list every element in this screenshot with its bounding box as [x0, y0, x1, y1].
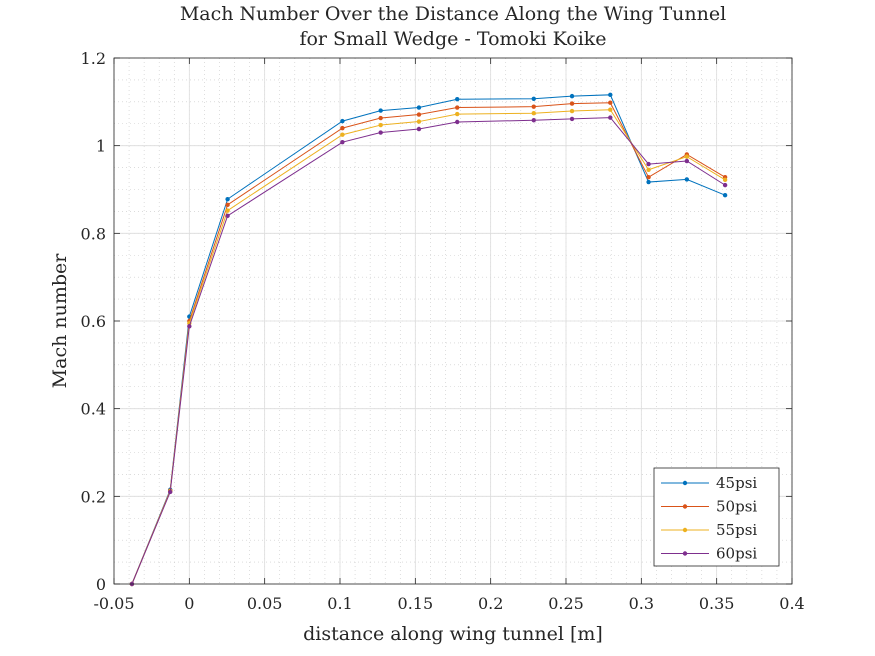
x-tick-label: -0.05 — [93, 594, 134, 613]
series-line — [131, 109, 726, 585]
legend-box — [653, 467, 780, 567]
x-tick-label: 0.05 — [247, 594, 283, 613]
data-point — [416, 126, 422, 132]
y-tick-label: 0.8 — [81, 224, 106, 243]
series-60psi — [129, 115, 728, 587]
legend-item-45psi: 45psi — [661, 474, 757, 492]
chart-title-line-2: for Small Wedge - Tomoki Koike — [299, 28, 606, 50]
data-point — [455, 97, 460, 102]
data-point — [340, 139, 345, 145]
data-point — [455, 119, 460, 125]
x-tick-label: 0.1 — [327, 594, 352, 613]
data-point — [722, 177, 728, 183]
legend-item-55psi: 55psi — [661, 521, 757, 539]
data-point — [646, 179, 651, 185]
data-point — [684, 177, 690, 182]
data-point — [225, 202, 230, 208]
y-tick-label: 1.2 — [81, 49, 106, 68]
data-point — [416, 105, 422, 110]
data-point — [225, 208, 230, 213]
data-point — [684, 154, 690, 159]
data-point — [569, 116, 575, 122]
data-point — [531, 111, 536, 116]
legend-label: 60psi — [716, 545, 757, 563]
y-tick-label: 0.6 — [81, 312, 106, 331]
data-point — [187, 324, 192, 329]
legend-marker — [682, 527, 688, 533]
data-point — [569, 93, 575, 99]
data-point — [646, 167, 651, 172]
legend-label: 50psi — [716, 498, 757, 516]
data-point — [167, 489, 173, 495]
legend-marker — [682, 551, 688, 556]
legend-label: 45psi — [716, 474, 757, 492]
axis-ticks — [113, 57, 793, 585]
data-point — [416, 112, 422, 117]
y-tick-label: 0.4 — [81, 400, 106, 419]
data-point — [569, 101, 575, 106]
x-tick-labels: -0.05 0 0.05 0.1 0.15 0.2 0.25 0.3 0.35 0.4 — [93, 594, 804, 613]
y-axis-label: Mach number — [49, 253, 71, 389]
x-tick-label: 0.15 — [398, 594, 434, 613]
series-line — [131, 94, 726, 585]
x-tick-label: 0.25 — [548, 594, 584, 613]
data-point — [608, 92, 613, 98]
data-point — [340, 125, 345, 131]
series-layer — [129, 92, 728, 587]
data-point — [455, 105, 460, 110]
data-point — [225, 196, 230, 202]
x-axis-label: distance along wing tunnel [m] — [303, 623, 603, 645]
data-point — [455, 111, 460, 117]
data-point — [225, 213, 230, 218]
data-point — [684, 158, 690, 164]
chart-title-line-1: Mach Number Over the Distance Along the … — [180, 3, 726, 25]
x-tick-label: 0 — [184, 594, 194, 613]
data-point — [608, 107, 613, 112]
legend-item-50psi: 50psi — [661, 498, 757, 516]
data-point — [378, 115, 383, 121]
series-50psi — [129, 100, 728, 587]
y-tick-label: 0.2 — [81, 487, 106, 506]
x-tick-label: 0.35 — [699, 594, 735, 613]
data-point — [378, 108, 383, 113]
data-point — [340, 132, 345, 137]
legend: 45psi 50psi 55psi 60psi — [653, 467, 780, 567]
legend-marker — [682, 504, 688, 509]
data-point — [722, 192, 728, 198]
series-55psi — [129, 107, 728, 587]
data-point — [608, 115, 613, 120]
legend-item-60psi: 60psi — [661, 545, 757, 563]
x-tick-label: 0.4 — [779, 594, 804, 613]
data-point — [378, 122, 383, 128]
data-point — [608, 100, 613, 105]
y-tick-labels: 0 0.2 0.4 0.6 0.8 1 1.2 — [81, 49, 106, 594]
data-point — [722, 182, 728, 188]
data-point — [646, 161, 651, 167]
data-point — [378, 130, 383, 135]
y-tick-label: 0 — [96, 575, 106, 594]
data-point — [531, 104, 536, 109]
data-point — [569, 108, 575, 114]
legend-marker — [682, 480, 688, 486]
legend-label: 55psi — [716, 521, 757, 539]
series-line — [131, 102, 726, 585]
data-point — [340, 118, 345, 124]
data-point — [531, 96, 536, 101]
data-point — [646, 175, 651, 180]
data-point — [416, 119, 422, 124]
series-line — [131, 117, 726, 585]
y-tick-label: 1 — [96, 137, 106, 156]
x-tick-label: 0.2 — [478, 594, 503, 613]
data-point — [531, 118, 536, 123]
x-tick-label: 0.3 — [629, 594, 654, 613]
